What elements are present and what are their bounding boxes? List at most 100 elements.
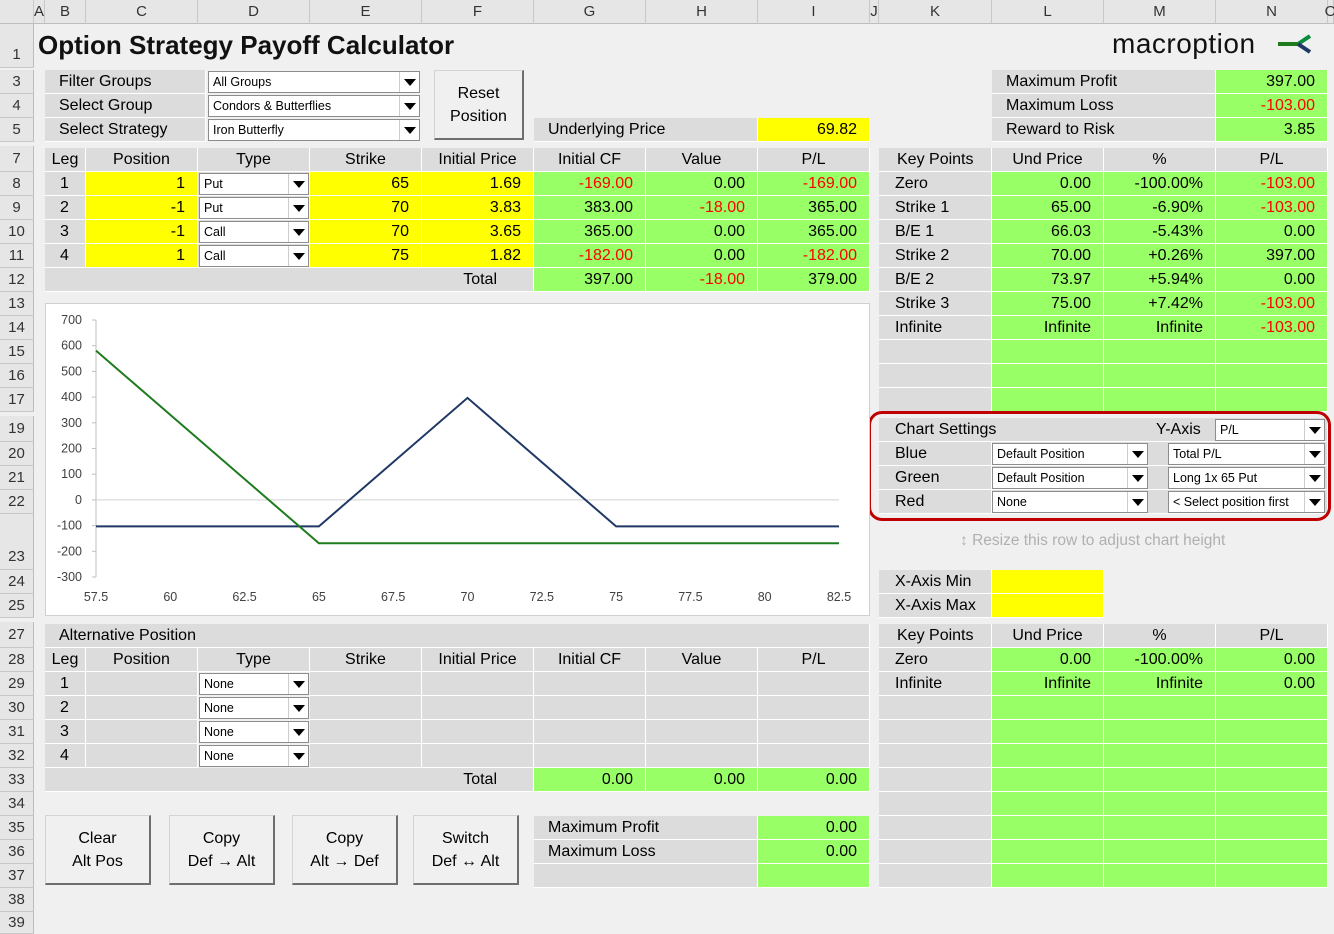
key-point-name[interactable]: Zero — [879, 172, 992, 196]
leg-strike-input[interactable]: 70 — [310, 196, 422, 220]
leg-number[interactable]: 4 — [45, 244, 86, 268]
key-point-pl[interactable] — [1216, 720, 1328, 744]
green-series-label[interactable]: Green — [879, 466, 992, 490]
key-point-price[interactable]: 65.00 — [992, 196, 1104, 220]
leg-number[interactable]: 3 — [45, 220, 86, 244]
key-points-header[interactable]: P/L — [1216, 624, 1328, 648]
leg-position-input[interactable]: 1 — [86, 172, 198, 196]
key-point-percent[interactable]: -100.00% — [1104, 172, 1216, 196]
rr-label[interactable]: Reward to Risk — [992, 118, 1216, 142]
leg-price-input[interactable]: 3.83 — [422, 196, 534, 220]
key-point-price[interactable] — [992, 364, 1104, 388]
key-point-pl[interactable]: 397.00 — [1216, 244, 1328, 268]
key-point-pl[interactable] — [1216, 744, 1328, 768]
alt-column-header[interactable]: Leg — [45, 648, 86, 672]
alt-leg-cell[interactable] — [422, 672, 534, 696]
alt-leg-cell[interactable] — [534, 672, 646, 696]
alt-column-header[interactable]: P/L — [758, 648, 870, 672]
total-pl[interactable]: 379.00 — [758, 268, 870, 292]
max_loss-value[interactable]: -103.00 — [1216, 94, 1328, 118]
chevron-down-icon[interactable] — [288, 198, 308, 218]
chevron-down-icon[interactable] — [288, 222, 308, 242]
key-point-name[interactable] — [879, 816, 992, 840]
row-header[interactable]: 30 — [0, 696, 34, 720]
row-header[interactable]: 35 — [0, 816, 34, 840]
alt-leg-type-dropdown[interactable]: None — [199, 745, 309, 767]
select-all-corner[interactable] — [0, 0, 34, 24]
legs-column-header[interactable]: Strike — [310, 148, 422, 172]
leg-value[interactable]: -18.00 — [646, 196, 758, 220]
chevron-down-icon[interactable] — [288, 722, 308, 742]
alt-column-header[interactable]: Initial CF — [534, 648, 646, 672]
key-point-price[interactable]: Infinite — [992, 316, 1104, 340]
action-button-3[interactable]: Copy Alt → Def — [292, 815, 398, 885]
leg-initial-cf[interactable]: -182.00 — [534, 244, 646, 268]
key-point-pl[interactable]: 0.00 — [1216, 672, 1328, 696]
chevron-down-icon[interactable] — [1127, 468, 1147, 488]
key-point-name[interactable] — [879, 744, 992, 768]
key-point-pl[interactable]: -103.00 — [1216, 172, 1328, 196]
key-point-pl[interactable]: -103.00 — [1216, 196, 1328, 220]
alt-leg-position[interactable] — [86, 696, 198, 720]
key-point-percent[interactable]: +5.94% — [1104, 268, 1216, 292]
row-header[interactable]: 20 — [0, 442, 34, 466]
leg-value[interactable]: 0.00 — [646, 244, 758, 268]
alt-total-value[interactable]: 0.00 — [646, 768, 758, 792]
max_profit-value[interactable]: 397.00 — [1216, 70, 1328, 94]
key-point-price[interactable] — [992, 792, 1104, 816]
leg-strike-input[interactable]: 75 — [310, 244, 422, 268]
row-header[interactable]: 27 — [0, 622, 34, 648]
payoff-chart[interactable]: 700 600 500 400 300 200 100 0 -100 -200 -300 57.5 60… — [45, 303, 870, 616]
key-point-name[interactable] — [879, 720, 992, 744]
leg-pl[interactable]: 365.00 — [758, 220, 870, 244]
leg-initial-cf[interactable]: 365.00 — [534, 220, 646, 244]
chevron-down-icon[interactable] — [1304, 468, 1324, 488]
key-point-percent[interactable]: Infinite — [1104, 672, 1216, 696]
row-header[interactable]: 39 — [0, 912, 34, 934]
legs-column-header[interactable]: Initial Price — [422, 148, 534, 172]
alt-total-pl[interactable]: 0.00 — [758, 768, 870, 792]
alt-leg-cell[interactable] — [646, 672, 758, 696]
leg-value[interactable]: 0.00 — [646, 172, 758, 196]
row-header[interactable]: 21 — [0, 466, 34, 490]
column-header[interactable]: K — [879, 0, 992, 24]
key-point-pl[interactable] — [1216, 840, 1328, 864]
key-point-name[interactable]: Strike 1 — [879, 196, 992, 220]
row-header[interactable]: 8 — [0, 172, 34, 196]
key-point-percent[interactable]: +0.26% — [1104, 244, 1216, 268]
row-header[interactable]: 12 — [0, 268, 34, 292]
alt-max-profit-value[interactable]: 0.00 — [758, 816, 870, 840]
alt-column-header[interactable]: Type — [198, 648, 310, 672]
key-point-percent[interactable] — [1104, 340, 1216, 364]
alt-leg-cell[interactable] — [534, 744, 646, 768]
alt-leg-cell[interactable] — [758, 720, 870, 744]
select-group-label[interactable]: Select Group — [45, 94, 206, 118]
alt-leg-cell[interactable] — [310, 672, 422, 696]
key-points-header[interactable]: % — [1104, 624, 1216, 648]
key-point-pl[interactable]: 0.00 — [1216, 220, 1328, 244]
column-header[interactable]: A — [34, 0, 45, 24]
leg-type-dropdown[interactable]: Put — [199, 173, 309, 195]
alt-leg-position[interactable] — [86, 744, 198, 768]
alt-leg-cell[interactable] — [646, 744, 758, 768]
blue-series-label[interactable]: Blue — [879, 442, 992, 466]
alt-max-loss-value[interactable]: 0.00 — [758, 840, 870, 864]
chevron-down-icon[interactable] — [1304, 444, 1324, 464]
row-header[interactable]: 16 — [0, 364, 34, 388]
key-point-name[interactable]: Strike 2 — [879, 244, 992, 268]
row-header[interactable]: 15 — [0, 340, 34, 364]
key-point-name[interactable] — [879, 340, 992, 364]
alt-leg-number[interactable]: 2 — [45, 696, 86, 720]
action-button-4[interactable]: Switch Def ↔ Alt — [413, 815, 519, 885]
key-point-pl[interactable] — [1216, 864, 1328, 888]
key-point-pl[interactable] — [1216, 768, 1328, 792]
leg-pl[interactable]: -182.00 — [758, 244, 870, 268]
row-header[interactable]: 3 — [0, 70, 34, 94]
key-point-name[interactable] — [879, 840, 992, 864]
key-point-name[interactable] — [879, 864, 992, 888]
key-point-pl[interactable]: 0.00 — [1216, 268, 1328, 292]
row-header[interactable]: 23 — [0, 514, 34, 570]
leg-number[interactable]: 1 — [45, 172, 86, 196]
leg-price-input[interactable]: 1.82 — [422, 244, 534, 268]
leg-initial-cf[interactable]: 383.00 — [534, 196, 646, 220]
